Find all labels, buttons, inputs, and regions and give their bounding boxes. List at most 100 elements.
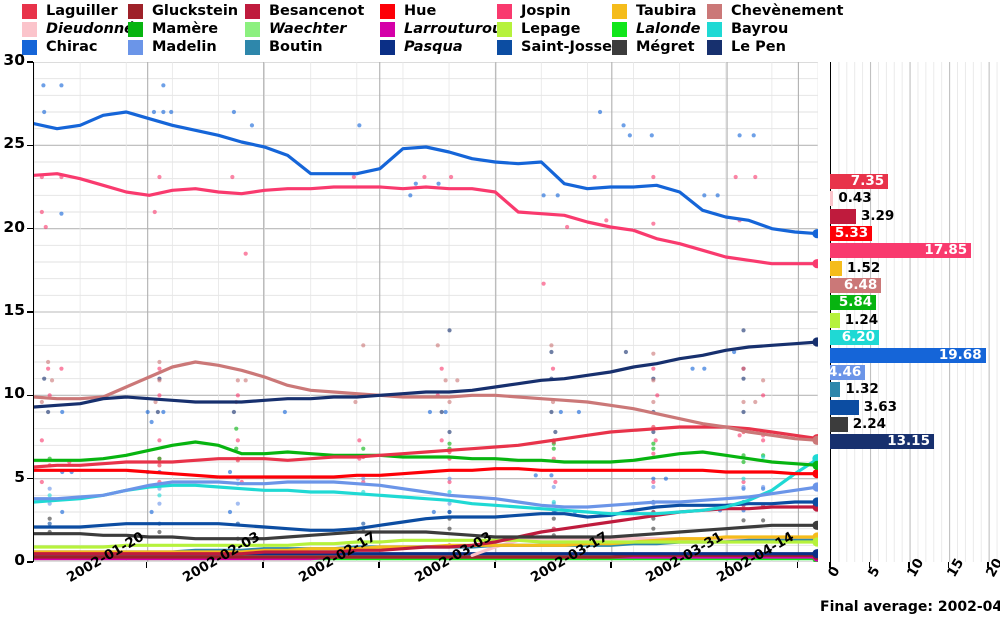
bar-laguiller[interactable] <box>830 174 889 189</box>
legend-swatch-icon <box>612 21 627 37</box>
y-axis-tick-label: 25 <box>3 134 25 153</box>
legend-item-waechter[interactable]: Waechter <box>245 21 346 37</box>
legend-swatch-icon <box>380 39 395 55</box>
legend-swatch-icon <box>128 39 143 55</box>
legend-swatch-icon <box>612 3 627 19</box>
bar-value-label: 13.15 <box>887 433 930 450</box>
bar-boutin[interactable] <box>830 382 841 398</box>
legend-label: Pasqua <box>404 38 463 55</box>
legend-swatch-icon <box>707 21 722 37</box>
bar-x-axis-tick <box>868 562 871 568</box>
legend-label: Gluckstein <box>152 2 239 19</box>
series-legend: Laguiller Dieudonné Chirac Gluckstein Mamère… <box>0 0 1000 55</box>
legend-label: Boutin <box>269 38 323 55</box>
bar-jospin[interactable] <box>830 243 972 259</box>
x-axis-tick <box>377 562 380 568</box>
legend-item-jospin[interactable]: Jospin <box>497 3 571 19</box>
legend-swatch-icon <box>380 3 395 19</box>
bar-saint-josse[interactable] <box>830 399 859 415</box>
legend-item-saint-josse[interactable]: Saint-Josse <box>497 39 612 55</box>
legend-item-mam-re[interactable]: Mamère <box>128 21 218 37</box>
legend-item-madelin[interactable]: Madelin <box>128 39 217 55</box>
final-average-bar-chart: 7.35 0.43 3.29 5.33 17.85 1.52 6.48 5.84 1.24 6.2… <box>820 54 1000 619</box>
legend-label: Besancenot <box>269 2 365 19</box>
legend-item-chirac[interactable]: Chirac <box>22 39 97 55</box>
legend-item-larrouturou[interactable]: Larrouturou <box>380 21 502 37</box>
y-axis-tick-label: 20 <box>3 217 25 236</box>
bar-value-label: 6.20 <box>841 329 876 346</box>
legend-item-lepage[interactable]: Lepage <box>497 21 580 37</box>
legend-label: Saint-Josse <box>521 38 612 55</box>
legend-item-chev-nement[interactable]: Chevènement <box>707 3 843 19</box>
legend-swatch-icon <box>22 39 37 55</box>
legend-item-le-pen[interactable]: Le Pen <box>707 39 786 55</box>
legend-label: Lepage <box>521 20 581 37</box>
x-axis-tick <box>261 562 264 568</box>
bar-value-label: 7.35 <box>850 173 885 189</box>
bar-value-label: 5.33 <box>834 225 869 242</box>
bar-dieudonn-[interactable] <box>830 191 834 207</box>
bar-m-gret[interactable] <box>830 416 848 432</box>
legend-item-lalonde[interactable]: Lalonde <box>612 21 701 37</box>
bar-x-axis-tick-label: 0 <box>825 563 844 580</box>
bar-value-label: 0.43 <box>838 190 872 207</box>
bar-x-axis-tick <box>908 562 910 568</box>
bar-taubira[interactable] <box>830 260 843 276</box>
legend-swatch-icon <box>707 39 722 55</box>
bar-besancenot[interactable] <box>830 208 856 224</box>
bar-x-axis-tick-label: 5 <box>864 563 884 580</box>
y-axis-tick <box>27 144 33 147</box>
legend-label: Chevènement <box>731 2 844 19</box>
y-axis-tick <box>27 227 33 230</box>
legend-item-m-gret[interactable]: Mégret <box>612 39 695 55</box>
y-axis-tick-label: 5 <box>14 467 25 486</box>
legend-label: Mamère <box>152 20 219 37</box>
bar-value-label: 3.63 <box>863 398 897 415</box>
bar-mam-re[interactable] <box>830 295 877 311</box>
x-axis-tick <box>493 562 496 568</box>
legend-label: Taubira <box>636 2 697 19</box>
y-axis-tick-label: 15 <box>3 301 25 319</box>
bar-chev-nement[interactable] <box>830 278 882 294</box>
bar-value-label: 1.32 <box>845 381 879 398</box>
legend-label: Le Pen <box>731 38 786 55</box>
bar-value-label: 1.24 <box>844 311 879 328</box>
legend-item-besancenot[interactable]: Besancenot <box>245 3 364 19</box>
line-plot-area <box>32 61 822 564</box>
legend-swatch-icon <box>22 3 37 19</box>
legend-label: Hue <box>404 2 437 19</box>
legend-swatch-icon <box>612 39 627 55</box>
bar-chirac[interactable] <box>830 347 986 363</box>
bar-x-axis-tick <box>947 562 950 568</box>
bar-bayrou[interactable] <box>830 330 880 346</box>
legend-swatch-icon <box>497 21 512 37</box>
legend-item-gluckstein[interactable]: Gluckstein <box>128 3 238 19</box>
legend-label: Lalonde <box>636 20 701 37</box>
x-axis-tick <box>725 562 727 568</box>
legend-item-taubira[interactable]: Taubira <box>612 3 696 19</box>
legend-label: Dieudonné <box>46 20 134 37</box>
bar-hue[interactable] <box>830 226 873 242</box>
legend-swatch-icon <box>380 21 395 37</box>
bar-value-label: 4.46 <box>827 363 862 380</box>
legend-swatch-icon <box>128 21 143 37</box>
legend-label: Waechter <box>269 20 347 37</box>
legend-swatch-icon <box>497 3 512 19</box>
bar-madelin[interactable] <box>830 364 866 380</box>
bar-lepage[interactable] <box>830 312 840 328</box>
x-axis-tick <box>610 562 612 568</box>
legend-swatch-icon <box>245 3 260 19</box>
legend-item-hue[interactable]: Hue <box>380 3 436 19</box>
legend-item-laguiller[interactable]: Laguiller <box>22 3 118 19</box>
legend-item-bayrou[interactable]: Bayrou <box>707 21 788 37</box>
bar-le-pen[interactable] <box>830 434 934 450</box>
y-axis-tick <box>27 394 33 397</box>
legend-item-pasqua[interactable]: Pasqua <box>380 39 463 55</box>
bar-chart-caption: Final average: 2002-04-19 <box>820 599 1000 615</box>
bar-value-label: 3.29 <box>861 207 895 224</box>
legend-item-dieudonn-[interactable]: Dieudonné <box>22 21 134 37</box>
y-axis-tick <box>27 561 33 563</box>
legend-item-boutin[interactable]: Boutin <box>245 39 323 55</box>
legend-label: Bayrou <box>731 20 789 37</box>
